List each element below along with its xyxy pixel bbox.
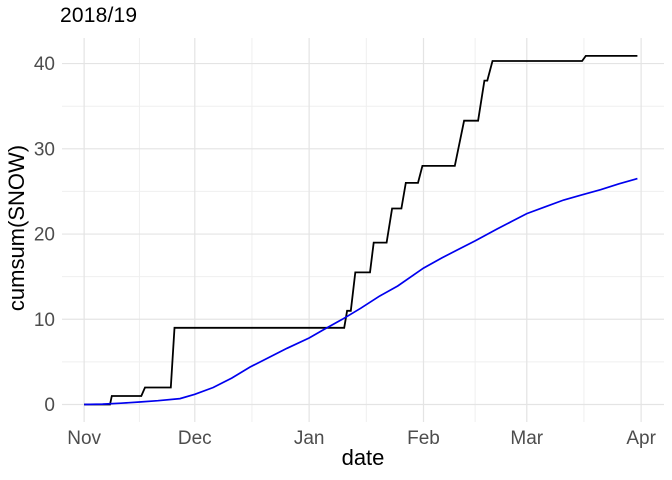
y-tick-label: 40 <box>34 54 55 75</box>
x-tick-label: Nov <box>67 428 101 449</box>
x-tick-label: Apr <box>626 428 656 449</box>
y-tick-label: 20 <box>34 225 55 246</box>
y-tick-label: 10 <box>34 310 55 331</box>
y-tick-label: 0 <box>44 395 55 416</box>
x-axis-title: date <box>341 445 385 470</box>
chart-title: 2018/19 <box>60 4 138 27</box>
x-tick-label: Jan <box>294 428 325 449</box>
x-tick-label: Feb <box>407 428 440 449</box>
series-snow-cumsum-step-line <box>84 55 638 406</box>
series-smooth-blue-curve <box>84 177 638 406</box>
x-tick-label: Mar <box>510 428 543 449</box>
x-tick-label: Dec <box>178 428 212 449</box>
y-tick-label: 30 <box>34 139 55 160</box>
